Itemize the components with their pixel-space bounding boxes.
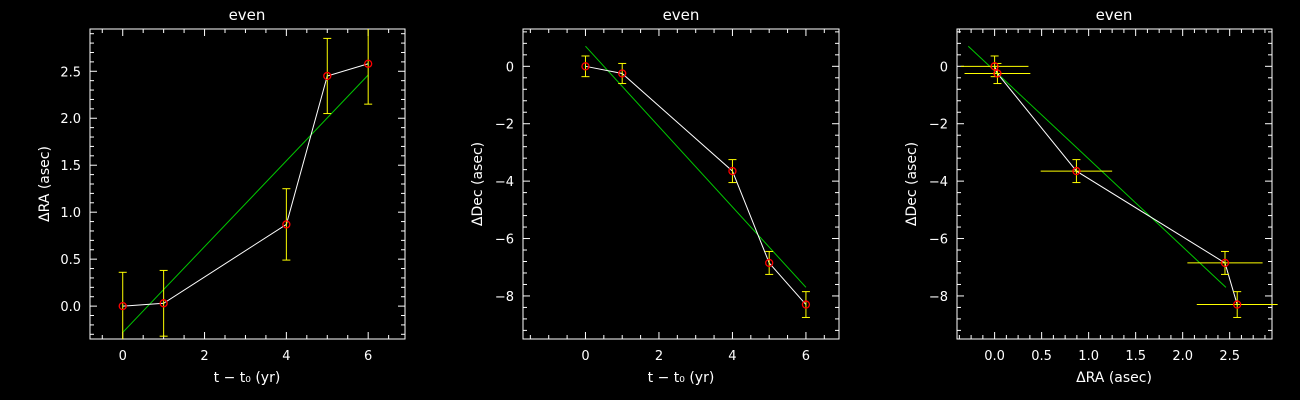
data-point [1233, 300, 1242, 309]
panel-2-ticks [523, 29, 839, 339]
y-tick-label: −8 [929, 290, 948, 305]
x-tick-label: 6 [364, 349, 372, 364]
panel-1: even 0 2 4 60.00.51.01.52.02.5 t − t₀ (yr) … [37, 6, 406, 386]
x-tick-label: 1.0 [1078, 349, 1099, 364]
y-tick-label: −6 [495, 233, 514, 248]
data-point [581, 62, 590, 71]
panel-3-error-bars [960, 55, 1278, 318]
data-point [801, 300, 811, 309]
panel-2-plot-frame [522, 28, 840, 340]
y-tick-label: −2 [495, 118, 514, 133]
x-tick-label: 0 [119, 349, 127, 364]
panel-2-fit-line [585, 45, 807, 288]
data-point [364, 59, 373, 68]
x-tick-label: 2 [655, 349, 663, 364]
panel-2-x-axis-label: t − t₀ (yr) [648, 370, 715, 386]
x-tick-label: 4 [282, 349, 290, 364]
x-tick-label: 0.0 [984, 349, 1005, 364]
data-point [159, 299, 168, 308]
panel-3-x-axis-label: ΔRA (asec) [1076, 370, 1152, 386]
data-point [993, 69, 1002, 78]
panel-2-y-axis-label: ΔDec (asec) [470, 142, 486, 226]
panel-3-title: even [1096, 6, 1133, 24]
panel-1-y-axis-label: ΔRA (asec) [37, 146, 53, 222]
panel-1-x-axis-label: t − t₀ (yr) [214, 370, 281, 386]
data-point [990, 62, 999, 71]
panel-2-title: even [663, 6, 700, 24]
y-tick-label: 0.0 [60, 300, 81, 315]
y-tick-label: −8 [495, 290, 514, 305]
panel-2-error-bars [581, 55, 810, 318]
y-tick-label: 1.5 [60, 159, 81, 174]
panel-2: even 0 2 4 6 0 −2 −4 −6 −8 t − t₀ (yr) ΔDec (ase… [470, 6, 840, 386]
data-point [618, 69, 627, 78]
y-tick-label: −4 [929, 175, 948, 190]
panel-3: even 0.0 0.5 1.0 1.5 2.0 2.5 0 −2 −4 −6 −8 ΔRA (as… [904, 6, 1278, 386]
panel-3-tick-labels: 0.0 0.5 1.0 1.5 2.0 2.5 0 −2 −4 −6 −8 [929, 60, 1240, 364]
fit-line [585, 45, 807, 288]
panel-3-plot-frame [956, 28, 1273, 340]
panel-1-markers [118, 59, 373, 311]
y-tick-label: 2.0 [60, 112, 81, 127]
y-tick-label: 0.5 [60, 253, 81, 268]
y-tick-label: 0 [940, 60, 948, 75]
x-tick-label: 2 [200, 349, 208, 364]
panel-3-fit-line [967, 45, 1227, 288]
x-tick-label: 6 [802, 349, 810, 364]
y-tick-label: −6 [929, 233, 948, 248]
data-point [728, 166, 737, 176]
panel-1-tick-labels: 0 2 4 6 0.0 0.5 1.0 1.5 2.0 2.5 [60, 65, 372, 364]
x-tick-label: 4 [728, 349, 736, 364]
x-tick-label: 0 [581, 349, 589, 364]
panel-3-markers [990, 62, 1242, 309]
y-tick-label: 1.0 [60, 206, 81, 221]
panel-1-error-bars [118, 29, 373, 339]
panel-3-y-axis-label: ΔDec (asec) [904, 142, 920, 226]
panel-2-tick-labels: 0 2 4 6 0 −2 −4 −6 −8 [495, 60, 810, 364]
data-point [282, 220, 291, 229]
fit-line [967, 45, 1227, 288]
data-point [1072, 166, 1081, 176]
data-point [118, 301, 127, 311]
x-tick-label: 2.5 [1219, 349, 1240, 364]
panel-1-title: even [229, 6, 266, 24]
data-point [323, 71, 332, 81]
data-point [765, 258, 774, 268]
panel-2-markers [581, 62, 811, 309]
x-tick-label: 1.5 [1125, 349, 1146, 364]
y-tick-label: −2 [929, 118, 948, 133]
data-point [1220, 258, 1230, 268]
y-tick-label: 2.5 [60, 65, 81, 80]
x-tick-label: 0.5 [1031, 349, 1052, 364]
y-tick-label: 0 [506, 60, 514, 75]
y-tick-label: −4 [495, 175, 514, 190]
x-tick-label: 2.0 [1172, 349, 1193, 364]
